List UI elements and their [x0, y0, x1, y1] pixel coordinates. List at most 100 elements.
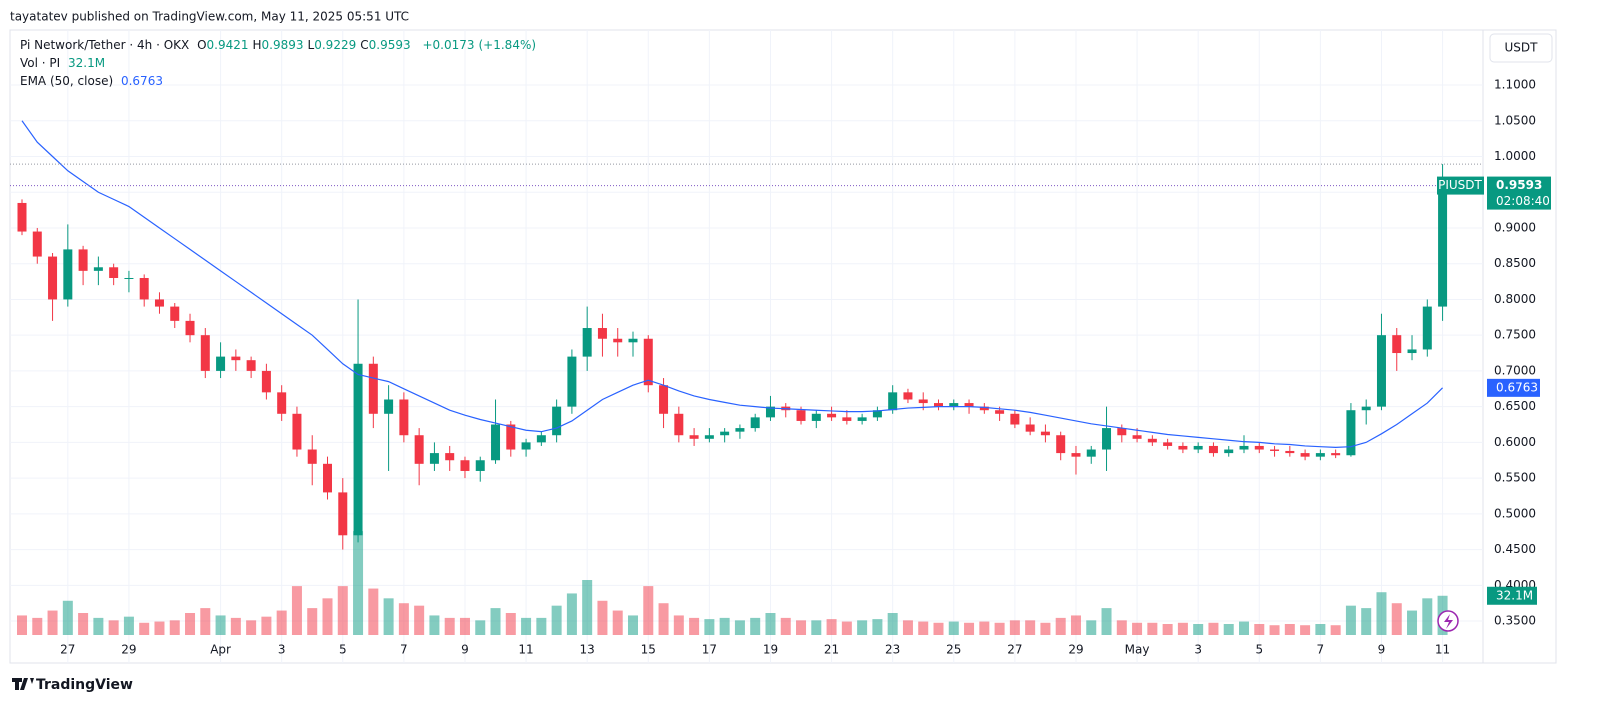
volume-bar: [872, 619, 883, 635]
volume-bar: [1300, 625, 1311, 635]
candle-body: [78, 249, 88, 271]
ohlc: O0.9421 H0.9893 L0.9229 C0.9593: [197, 38, 415, 52]
candle-body: [1040, 431, 1050, 436]
candle-body: [1438, 185, 1448, 307]
candle-body: [811, 413, 821, 421]
volume-bar: [841, 621, 852, 635]
volume-bar: [444, 617, 455, 635]
ohlc-value: 0.9229: [314, 38, 357, 52]
candle-body: [1285, 450, 1295, 454]
y-tick-label: 0.6000: [1494, 435, 1536, 449]
ohlc-key: C: [360, 38, 369, 52]
candle-body: [704, 435, 714, 439]
candle-body: [750, 417, 760, 429]
volume-bar: [169, 620, 180, 635]
volume-bar: [719, 617, 730, 635]
volume-bar: [185, 613, 196, 635]
volume-bar: [1330, 625, 1341, 635]
symbol-title: Pi Network/Tether · 4h · OKX: [20, 38, 190, 52]
x-tick-label: 17: [702, 643, 717, 657]
y-tick-label: 0.4500: [1494, 542, 1536, 556]
candle-body: [1270, 449, 1280, 451]
volume-last: 32.1M: [68, 56, 106, 70]
symbol: PIUSDT: [1438, 178, 1482, 192]
volume-bar: [658, 603, 669, 635]
volume-bar: [521, 617, 532, 635]
volume-bar: [383, 598, 394, 635]
candle-body: [139, 277, 149, 300]
candle-body: [949, 403, 959, 407]
candle-body: [1254, 445, 1264, 450]
x-tick-label: 11: [518, 643, 533, 657]
candle-body: [368, 363, 378, 414]
candle-body: [995, 410, 1005, 414]
x-tick-label: 11: [1435, 643, 1450, 657]
candle-body: [1117, 428, 1127, 436]
volume-bar: [475, 620, 486, 635]
volume-bar: [597, 600, 608, 635]
y-tick-label: 0.5000: [1494, 506, 1536, 520]
volume-bar: [979, 621, 990, 635]
footer: TradingView: [36, 677, 133, 693]
ema-price: 0.6763: [1496, 380, 1538, 394]
x-tick-label: 27: [60, 643, 75, 657]
y-tick-label: 1.0500: [1494, 113, 1536, 127]
header-row: Pi Network/Tether · 4h · OKX O0.9421 H0.9…: [20, 38, 540, 52]
volume-bar: [1025, 620, 1036, 635]
ema-line: [21, 120, 1443, 448]
last-price-box: [1487, 176, 1551, 210]
volume-bar: [1407, 610, 1418, 635]
volume-bar: [93, 617, 104, 635]
volume-bar: [1193, 624, 1204, 635]
x-tick-label: 5: [339, 643, 347, 657]
volume-box: [1487, 586, 1537, 605]
ema-price-box: [1487, 378, 1540, 397]
candle-body: [277, 392, 287, 414]
volume-bar: [246, 620, 257, 635]
alert-icon-bolt: [1444, 614, 1453, 629]
candle-body: [307, 449, 317, 464]
volume-bar: [78, 613, 89, 635]
candle-body: [1208, 445, 1218, 454]
volume-bar: [1345, 605, 1356, 635]
candle-body: [109, 267, 119, 278]
volume-bar: [62, 600, 73, 635]
volume-bar: [857, 620, 868, 635]
ema-row: EMA (50, close) 0.6763: [20, 74, 167, 88]
volume-bar: [276, 610, 287, 635]
candle-body: [17, 202, 27, 232]
candle-body: [1086, 449, 1096, 457]
x-tick-label: 7: [1317, 643, 1325, 657]
x-tick-label: May: [1125, 643, 1150, 657]
volume-bar: [765, 613, 776, 635]
volume-bar: [612, 610, 623, 635]
candle-body: [338, 492, 348, 536]
x-tick-label: 3: [1194, 643, 1202, 657]
volume-bar: [551, 605, 562, 635]
candle-body: [1102, 428, 1112, 450]
candle-body: [857, 417, 867, 421]
y-tick-label: 0.7000: [1494, 363, 1536, 377]
volume-bar: [628, 615, 638, 635]
candle-body: [384, 399, 394, 414]
candle-body: [1071, 453, 1081, 457]
ema-name: EMA (50, close): [20, 74, 114, 88]
currency-button[interactable]: [1489, 33, 1553, 63]
volume-bar: [582, 580, 593, 635]
candle-body: [170, 306, 180, 321]
candle-body: [1392, 335, 1402, 354]
volume-bar: [1239, 621, 1249, 635]
volume-bar: [1422, 598, 1433, 635]
volume-bar: [948, 621, 959, 635]
x-tick-label: 27: [1007, 643, 1022, 657]
candle-body: [1331, 453, 1341, 456]
x-tick-label: 9: [461, 643, 469, 657]
candle-body: [292, 413, 302, 450]
volume-bar: [811, 620, 822, 635]
ohlc-value: 0.9893: [261, 38, 304, 52]
volume-bar: [796, 620, 807, 635]
symbol-box: [1437, 176, 1484, 195]
x-tick-label: 5: [1255, 643, 1263, 657]
candle-body: [735, 428, 745, 432]
candle-body: [827, 413, 837, 418]
